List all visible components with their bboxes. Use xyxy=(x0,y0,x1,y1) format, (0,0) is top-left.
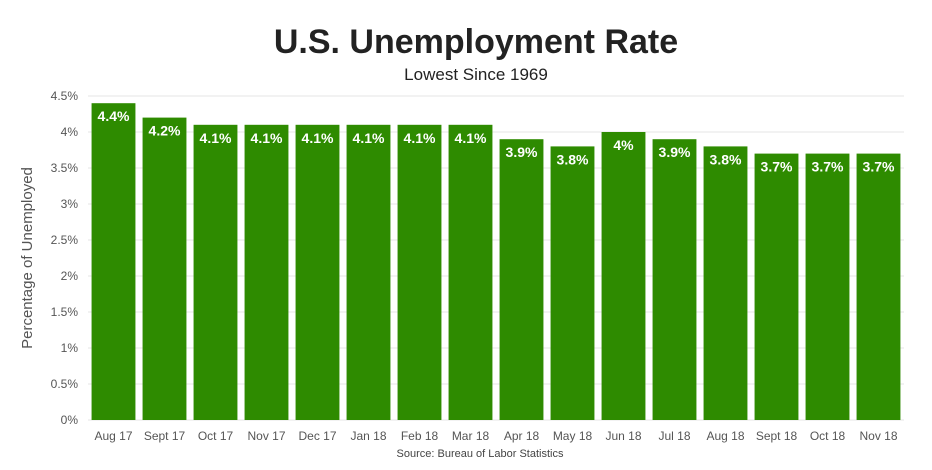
bar-value-label: 3.7% xyxy=(812,159,844,175)
x-tick-label: Feb 18 xyxy=(401,429,439,443)
y-tick-label: 1.5% xyxy=(51,305,79,319)
bar xyxy=(244,124,289,421)
x-tick-label: Oct 18 xyxy=(810,429,846,443)
x-tick-label: Sept 18 xyxy=(756,429,798,443)
x-tick-label: Jun 18 xyxy=(605,429,641,443)
x-tick-label: Oct 17 xyxy=(198,429,234,443)
bar-value-label: 4.2% xyxy=(149,123,181,139)
bar-value-label: 4.1% xyxy=(251,130,283,146)
bar xyxy=(448,124,493,421)
bar xyxy=(91,103,136,420)
bar xyxy=(805,153,850,420)
bar-value-label: 4.1% xyxy=(404,130,436,146)
bar-value-label: 4% xyxy=(613,137,634,153)
x-tick-label: Aug 18 xyxy=(706,429,744,443)
x-tick-label: Nov 18 xyxy=(859,429,897,443)
y-axis-ticks: 0% 0.5% 1% 1.5% 2% 2.5% 3% 3.5% 4% 4.5% xyxy=(51,89,79,427)
bar-value-label: 3.9% xyxy=(506,144,538,160)
y-tick-label: 3% xyxy=(61,197,79,211)
y-axis-label: Percentage of Unemployed xyxy=(19,167,36,349)
bar-value-label: 4.1% xyxy=(455,130,487,146)
x-tick-label: Sept 17 xyxy=(144,429,186,443)
y-tick-label: 0.5% xyxy=(51,377,79,391)
bar-value-label: 4.1% xyxy=(200,130,232,146)
x-tick-label: Mar 18 xyxy=(452,429,490,443)
bar xyxy=(652,139,697,420)
bars: 4.4% 4.2% 4.1% 4.1% 4.1% 4.1% 4.1% 4.1% 3.9% 3.8%… xyxy=(91,103,901,421)
x-tick-label: Jan 18 xyxy=(350,429,386,443)
x-tick-label: Dec 17 xyxy=(298,429,336,443)
y-tick-label: 3.5% xyxy=(51,161,79,175)
x-tick-label: May 18 xyxy=(553,429,593,443)
y-tick-label: 2.5% xyxy=(51,233,79,247)
bar xyxy=(601,132,646,420)
y-tick-label: 2% xyxy=(61,269,79,283)
bar-value-label: 3.8% xyxy=(710,151,742,167)
bar xyxy=(754,153,799,420)
bar xyxy=(346,124,391,421)
bar-value-label: 3.9% xyxy=(659,144,691,160)
bar xyxy=(499,139,544,420)
y-tick-label: 1% xyxy=(61,341,79,355)
y-tick-label: 4.5% xyxy=(51,89,79,103)
bar-value-label: 3.7% xyxy=(863,159,895,175)
bar xyxy=(703,146,748,420)
x-tick-label: Aug 17 xyxy=(94,429,132,443)
y-tick-label: 4% xyxy=(61,125,79,139)
bar xyxy=(295,124,340,421)
chart-subtitle: Lowest Since 1969 xyxy=(404,65,548,84)
x-axis-ticks: Aug 17 Sept 17 Oct 17 Nov 17 Dec 17 Jan 18 Feb… xyxy=(94,429,897,443)
chart-title: U.S. Unemployment Rate xyxy=(274,23,678,61)
bar-value-label: 3.7% xyxy=(761,159,793,175)
bar-value-label: 4.4% xyxy=(98,108,130,124)
bar xyxy=(550,146,595,420)
x-tick-label: Nov 17 xyxy=(247,429,285,443)
bar xyxy=(856,153,901,420)
source-note: Source: Bureau of Labor Statistics xyxy=(397,448,564,460)
x-tick-label: Apr 18 xyxy=(504,429,540,443)
bar xyxy=(142,117,187,420)
bar xyxy=(193,124,238,421)
bar-value-label: 3.8% xyxy=(557,151,589,167)
bar-value-label: 4.1% xyxy=(302,130,334,146)
y-tick-label: 0% xyxy=(61,413,79,427)
x-tick-label: Jul 18 xyxy=(658,429,690,443)
bar-value-label: 4.1% xyxy=(353,130,385,146)
bar xyxy=(397,124,442,421)
